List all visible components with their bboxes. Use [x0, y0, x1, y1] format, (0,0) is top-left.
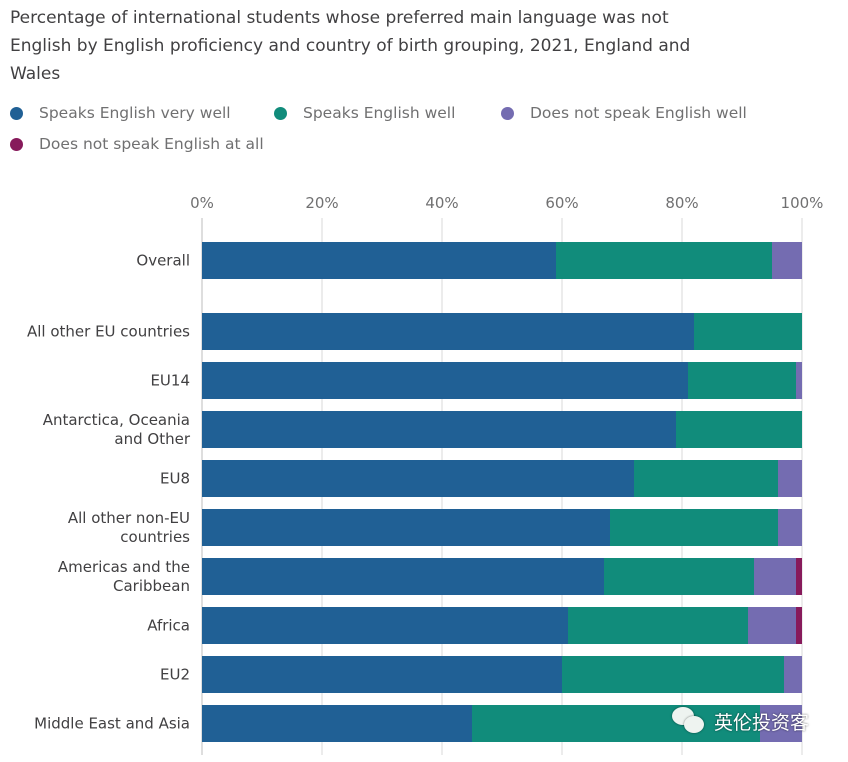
- bar-segment: [796, 607, 802, 644]
- legend-item-well: Speaks English well: [274, 104, 455, 122]
- legend-swatch: [10, 106, 23, 120]
- chart-title-line: Wales: [10, 64, 61, 84]
- legend-label: Does not speak English well: [530, 104, 747, 122]
- bar-segment: [202, 607, 568, 644]
- category-label: Africa: [147, 617, 190, 635]
- x-tick-label: 40%: [425, 194, 458, 212]
- bar-segment: [676, 411, 802, 448]
- bar-segment: [784, 656, 802, 693]
- bar-segment: [202, 656, 562, 693]
- x-tick-label: 0%: [190, 194, 214, 212]
- bar-segment: [694, 313, 802, 350]
- bar-segment: [760, 705, 802, 742]
- bar-segment: [748, 607, 796, 644]
- wechat-icon: [672, 707, 706, 735]
- x-tick-label: 20%: [305, 194, 338, 212]
- bar-segment: [568, 607, 748, 644]
- bar-segment: [778, 460, 802, 497]
- category-label: Middle East and Asia: [34, 715, 190, 733]
- watermark-text: 英伦投资客: [714, 711, 810, 734]
- category-label: Overall: [136, 252, 190, 270]
- bar-segment: [634, 460, 778, 497]
- category-label: and Other: [114, 430, 190, 448]
- bar-segment: [202, 460, 634, 497]
- legend-label: Does not speak English at all: [39, 135, 264, 153]
- bar-segment: [562, 656, 784, 693]
- bar-segment: [202, 509, 610, 546]
- x-tick-label: 60%: [545, 194, 578, 212]
- bar-segment: [202, 705, 472, 742]
- category-label: Americas and the: [58, 558, 190, 576]
- category-label: All other non-EU: [68, 509, 190, 527]
- legend-item-very-well: Speaks English very well: [10, 104, 231, 122]
- legend-label: Speaks English very well: [39, 104, 231, 122]
- legend-swatch: [10, 137, 23, 151]
- category-label: Antarctica, Oceania: [43, 411, 190, 429]
- bar-segment: [778, 509, 802, 546]
- bar-segment: [610, 509, 778, 546]
- bar-segment: [754, 558, 796, 595]
- chart-title-line: English by English proficiency and count…: [10, 36, 691, 56]
- bar-segment: [202, 362, 688, 399]
- category-label: EU2: [160, 666, 190, 684]
- bar-segment: [688, 362, 796, 399]
- bar-segment: [604, 558, 754, 595]
- category-label: EU14: [150, 372, 190, 390]
- category-label: countries: [120, 528, 190, 546]
- legend-item-not-at-all: Does not speak English at all: [10, 135, 264, 153]
- bar-segment: [202, 411, 676, 448]
- legend-swatch: [274, 106, 287, 120]
- category-label: Caribbean: [113, 577, 190, 595]
- watermark: 英伦投资客: [672, 707, 809, 735]
- bar-segment: [796, 558, 802, 595]
- legend-swatch: [501, 106, 514, 120]
- bar-segment: [796, 362, 802, 399]
- bar-segment: [472, 705, 760, 742]
- category-label: EU8: [160, 470, 190, 488]
- x-tick-label: 80%: [665, 194, 698, 212]
- bar-segment: [556, 242, 772, 279]
- legend-item-not-well: Does not speak English well: [501, 104, 747, 122]
- chart-title-line: Percentage of international students who…: [10, 8, 669, 28]
- legend-label: Speaks English well: [303, 104, 456, 122]
- chart-title: Percentage of international students who…: [10, 4, 750, 88]
- x-tick-label: 100%: [781, 194, 824, 212]
- bar-segment: [202, 242, 556, 279]
- category-label: All other EU countries: [27, 323, 190, 341]
- bar-segment: [772, 242, 802, 279]
- bar-segment: [202, 558, 604, 595]
- bar-segment: [202, 313, 694, 350]
